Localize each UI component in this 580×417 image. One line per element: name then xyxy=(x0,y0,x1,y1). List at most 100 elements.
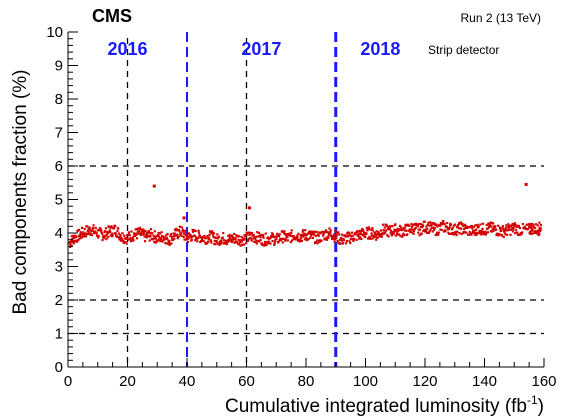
data-point xyxy=(234,238,237,241)
data-point xyxy=(154,237,158,240)
data-point xyxy=(351,234,354,238)
data-point xyxy=(202,240,205,243)
data-point xyxy=(300,234,303,238)
data-point xyxy=(127,231,130,234)
data-point xyxy=(147,229,150,233)
data-point xyxy=(496,232,499,235)
data-point xyxy=(72,235,75,239)
data-point xyxy=(280,238,283,241)
data-point xyxy=(402,232,405,235)
data-point xyxy=(181,228,184,232)
data-point xyxy=(470,224,473,228)
data-point xyxy=(89,229,93,232)
data-point xyxy=(242,243,246,246)
data-point xyxy=(216,233,219,236)
data-point xyxy=(173,237,176,240)
data-point xyxy=(472,225,476,228)
data-point xyxy=(271,239,274,243)
data-point xyxy=(456,230,459,233)
data-point xyxy=(271,233,275,236)
x-axis-label-exponent: -1 xyxy=(527,393,538,407)
y-tick-label: 5 xyxy=(55,192,63,209)
data-point xyxy=(275,237,278,240)
data-point xyxy=(101,232,104,235)
data-point xyxy=(286,239,289,242)
data-point xyxy=(125,237,128,240)
data-point xyxy=(136,230,139,233)
data-point xyxy=(382,232,385,235)
data-point xyxy=(472,231,475,234)
data-point xyxy=(423,220,426,223)
data-point xyxy=(81,226,84,229)
data-point xyxy=(502,228,505,231)
data-point xyxy=(269,242,272,245)
data-point xyxy=(239,244,242,247)
data-point xyxy=(307,232,310,235)
data-point xyxy=(533,231,536,235)
data-point xyxy=(232,237,235,240)
data-point xyxy=(374,235,377,238)
data-point xyxy=(194,239,197,242)
data-point xyxy=(318,231,321,234)
data-point xyxy=(499,227,502,231)
data-point xyxy=(463,227,466,230)
data-point xyxy=(475,233,478,237)
data-point xyxy=(397,229,400,232)
data-point xyxy=(240,240,244,243)
data-point xyxy=(352,239,355,242)
data-point xyxy=(336,240,340,243)
data-point xyxy=(506,233,509,236)
data-points xyxy=(68,182,543,249)
data-point xyxy=(213,239,216,242)
data-point xyxy=(276,233,279,236)
data-point xyxy=(149,234,152,237)
data-point xyxy=(187,237,190,240)
data-point xyxy=(145,236,148,239)
data-point xyxy=(77,235,80,238)
x-tick-label: 120 xyxy=(412,373,437,390)
data-point xyxy=(120,237,124,241)
data-point xyxy=(116,230,119,233)
data-point xyxy=(80,236,83,239)
data-point xyxy=(72,237,76,240)
data-point xyxy=(431,230,434,233)
data-point xyxy=(362,233,365,236)
data-point xyxy=(534,223,538,226)
data-point xyxy=(72,242,75,245)
data-point xyxy=(521,231,524,234)
data-point xyxy=(358,237,361,240)
data-point xyxy=(367,228,370,231)
data-point xyxy=(241,243,244,246)
data-point xyxy=(372,237,375,240)
data-point xyxy=(157,239,160,242)
data-point xyxy=(78,237,81,240)
data-point xyxy=(310,230,314,233)
data-point xyxy=(249,237,252,240)
data-point xyxy=(403,233,406,237)
data-point xyxy=(357,234,360,238)
data-point xyxy=(134,228,137,231)
data-point xyxy=(311,232,314,236)
run-label: Run 2 (13 TeV) xyxy=(461,11,542,25)
data-point xyxy=(142,232,145,236)
data-point xyxy=(385,224,388,227)
data-point xyxy=(154,241,157,244)
data-point xyxy=(200,239,203,243)
data-point xyxy=(256,235,259,238)
data-point xyxy=(502,235,505,238)
data-point xyxy=(410,226,414,229)
data-point xyxy=(500,233,504,237)
data-point xyxy=(530,226,533,229)
data-point xyxy=(237,238,240,241)
data-point xyxy=(106,230,109,233)
data-point xyxy=(434,224,437,227)
data-point xyxy=(183,232,187,235)
data-point xyxy=(301,233,304,236)
data-point xyxy=(114,232,117,235)
y-tick-label: 4 xyxy=(55,225,63,242)
data-point xyxy=(231,234,234,237)
data-point xyxy=(523,225,526,228)
data-point xyxy=(362,231,365,234)
data-point xyxy=(342,239,346,242)
